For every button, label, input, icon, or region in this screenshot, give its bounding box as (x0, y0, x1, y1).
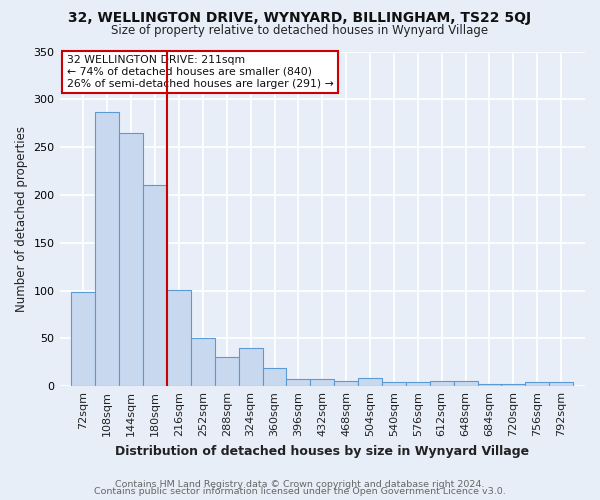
Text: Contains HM Land Registry data © Crown copyright and database right 2024.: Contains HM Land Registry data © Crown c… (115, 480, 485, 489)
Bar (430, 382, 454, 386)
Bar (119, 133, 143, 386)
Bar (215, 358, 239, 386)
Bar (263, 368, 286, 386)
Y-axis label: Number of detached properties: Number of detached properties (15, 126, 28, 312)
Bar (549, 382, 573, 386)
Bar (478, 384, 502, 386)
Bar (239, 348, 263, 386)
Text: 32 WELLINGTON DRIVE: 211sqm
← 74% of detached houses are smaller (840)
26% of se: 32 WELLINGTON DRIVE: 211sqm ← 74% of det… (67, 56, 334, 88)
Bar (143, 186, 167, 386)
Bar (71, 292, 95, 386)
Bar (406, 382, 430, 386)
Bar (310, 378, 334, 386)
Text: Contains public sector information licensed under the Open Government Licence v3: Contains public sector information licen… (94, 488, 506, 496)
Bar (191, 338, 215, 386)
Bar (95, 112, 119, 386)
Bar (454, 382, 478, 386)
X-axis label: Distribution of detached houses by size in Wynyard Village: Distribution of detached houses by size … (115, 444, 529, 458)
Text: Size of property relative to detached houses in Wynyard Village: Size of property relative to detached ho… (112, 24, 488, 37)
Bar (167, 290, 191, 386)
Bar (525, 382, 549, 386)
Bar (358, 378, 382, 386)
Bar (286, 378, 310, 386)
Bar (382, 382, 406, 386)
Text: 32, WELLINGTON DRIVE, WYNYARD, BILLINGHAM, TS22 5QJ: 32, WELLINGTON DRIVE, WYNYARD, BILLINGHA… (68, 11, 532, 25)
Bar (334, 382, 358, 386)
Bar (502, 384, 525, 386)
